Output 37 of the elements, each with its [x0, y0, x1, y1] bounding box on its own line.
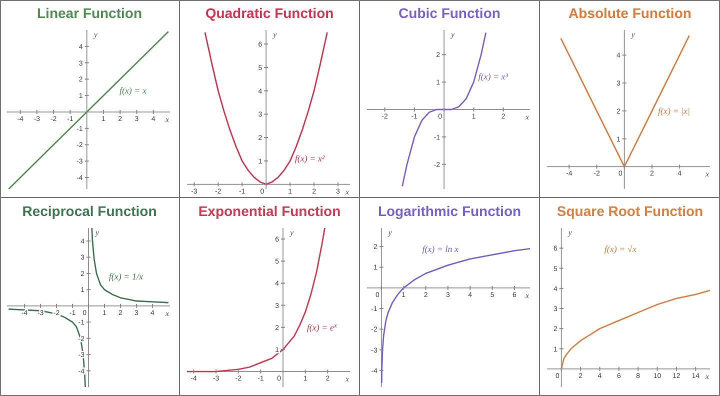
x-axis-title: x	[524, 290, 530, 300]
chart-title: Logarithmic Function	[376, 202, 522, 221]
chart-title: Quadratic Function	[204, 4, 335, 23]
annotation: f(x) = x³	[478, 72, 508, 82]
x-axis-title: x	[524, 112, 530, 122]
chart-title: Absolute Function	[568, 4, 692, 23]
x-axis-title: x	[164, 308, 170, 318]
y-axis-title: y	[94, 228, 100, 237]
x-axis-title: x	[704, 372, 710, 381]
annotation: f(x) = 1/x	[108, 272, 143, 282]
line-series	[380, 248, 530, 384]
y-axis-title: y	[272, 30, 278, 39]
y-axis-title: y	[387, 228, 392, 237]
chart-title: Linear Function	[36, 4, 143, 23]
line-series	[204, 32, 328, 186]
annotation: f(x) = x²	[294, 154, 325, 164]
annotation: f(x) = ln x	[422, 244, 459, 254]
y-axis-title: y	[289, 228, 294, 237]
annotation: f(x) = √x	[604, 244, 636, 254]
y-axis-title: y	[567, 228, 572, 237]
x-axis-title: x	[344, 187, 350, 196]
x-axis-title: x	[704, 170, 710, 179]
x-axis-title: x	[164, 114, 170, 124]
line-series	[560, 34, 690, 168]
line-series	[187, 228, 326, 372]
chart-title: Reciprocal Function	[21, 202, 158, 221]
y-axis-title: y	[630, 30, 636, 39]
line-series	[560, 290, 710, 370]
annotation: f(x) = e$^{x}$	[306, 322, 337, 332]
annotation: f(x) = x	[119, 86, 147, 96]
chart-title: Cubic Function	[398, 4, 502, 23]
chart-title: Square Root Function	[556, 202, 704, 221]
chart-title: Exponential Function	[197, 202, 342, 221]
y-axis-title: y	[450, 30, 456, 39]
annotation: f(x) = |x|	[658, 106, 690, 116]
x-axis-title: x	[344, 374, 350, 384]
y-axis-title: y	[92, 30, 98, 39]
